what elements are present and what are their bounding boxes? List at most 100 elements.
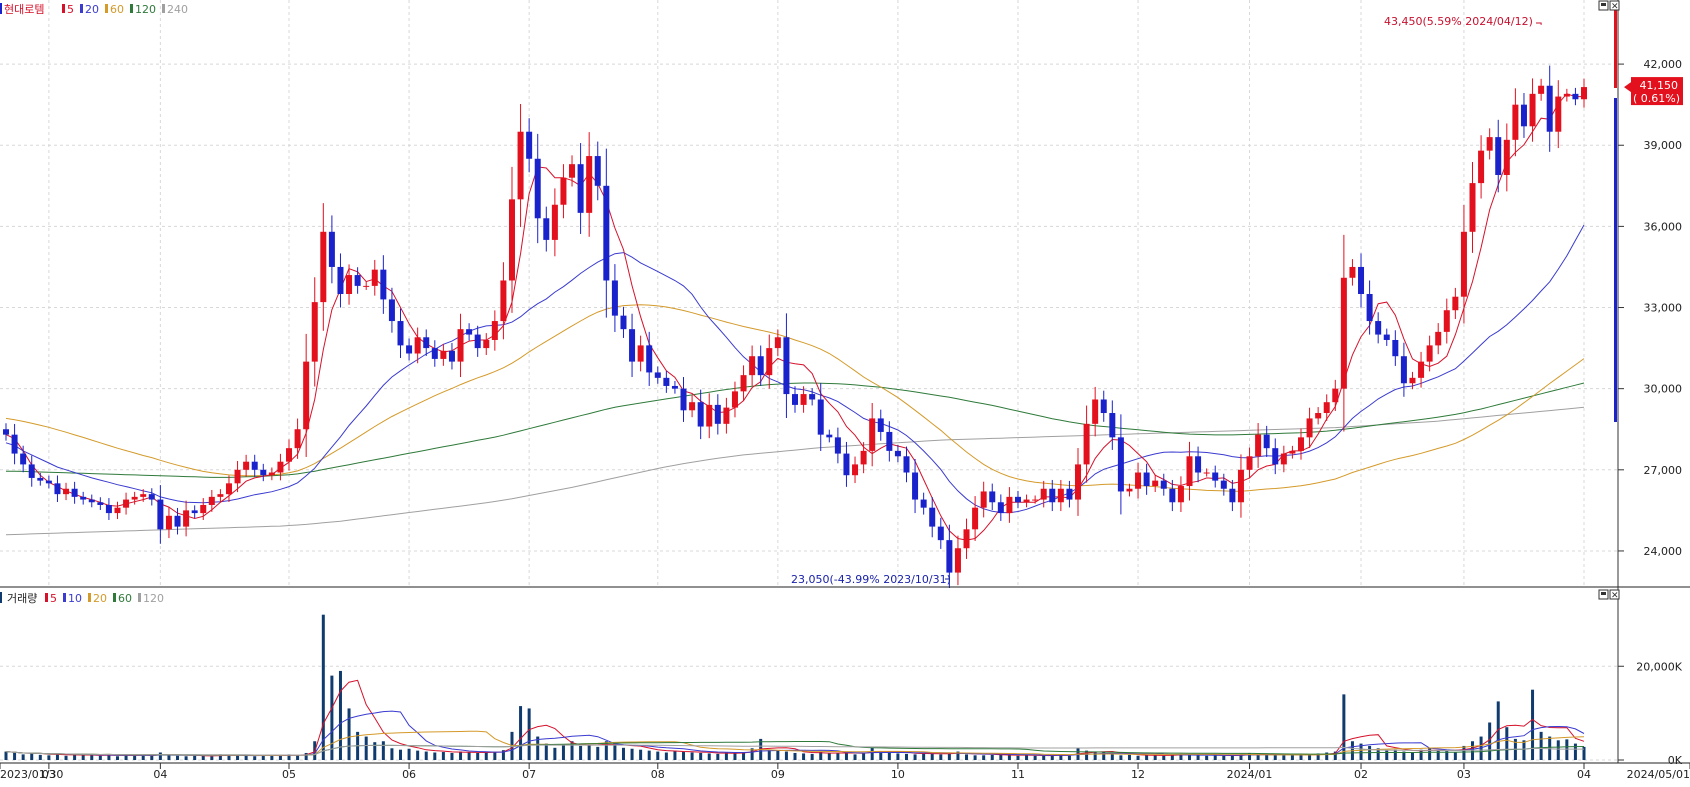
candle-body	[740, 375, 747, 392]
candle-body	[526, 131, 533, 159]
volume-bar	[330, 675, 334, 760]
date-tick-label: 12	[1131, 768, 1145, 781]
volume-bar	[699, 752, 703, 760]
candle-body	[1280, 453, 1287, 465]
volume-bar	[296, 755, 300, 760]
candle-body	[517, 131, 524, 200]
candle-body	[346, 275, 353, 294]
candle-body	[611, 280, 618, 316]
date-tick-label: 09	[771, 768, 785, 781]
candle-body	[1040, 488, 1047, 500]
candle-body	[37, 477, 44, 481]
volume-bar	[1556, 740, 1560, 760]
volume-bar	[1050, 755, 1054, 760]
date-tick-label: 2023/01/30	[0, 768, 63, 781]
volume-bar	[1102, 752, 1106, 760]
volume-bar	[1410, 752, 1414, 760]
volume-bar	[1248, 752, 1252, 760]
volume-bar	[1565, 739, 1569, 760]
candle-body	[1263, 434, 1270, 449]
volume-bar	[381, 741, 385, 760]
current-price-value: 41,150	[1640, 79, 1679, 92]
close-icon[interactable]	[1609, 0, 1620, 11]
candle-body	[920, 499, 927, 508]
volume-bar	[390, 748, 394, 760]
volume-bar	[1016, 755, 1020, 760]
legend-swatch	[162, 4, 165, 13]
candle-body	[1169, 488, 1176, 503]
volume-bar	[604, 741, 608, 760]
candle-body	[1109, 413, 1116, 438]
candle-body	[1220, 480, 1227, 489]
candle-body	[508, 199, 515, 281]
volume-bar	[544, 743, 548, 760]
volume-bar	[956, 751, 960, 760]
volume-tick-label: 20,000K	[1636, 660, 1682, 673]
candle-body	[749, 356, 756, 376]
close-icon[interactable]	[1609, 589, 1620, 600]
candle-body	[448, 350, 455, 362]
candle-body	[483, 339, 490, 349]
candle-body	[680, 388, 687, 411]
candle-body	[560, 177, 567, 205]
candle-body	[1546, 85, 1553, 132]
candle-body	[328, 231, 335, 267]
candle-body	[1297, 437, 1304, 451]
volume-bar	[647, 750, 651, 760]
candle-body	[671, 385, 678, 389]
volume-bar	[1145, 755, 1149, 760]
candle-body	[577, 164, 584, 213]
candle-body	[2, 429, 10, 435]
candle-body	[809, 394, 816, 400]
volume-tick-label: 0K	[1668, 754, 1683, 767]
candle-body	[260, 469, 267, 476]
legend-swatch	[105, 4, 108, 13]
volume-bar	[973, 755, 977, 760]
volume-bar	[176, 755, 180, 760]
volume-bar	[210, 756, 214, 760]
candle-body	[766, 348, 773, 376]
legend-label: 5	[50, 592, 57, 605]
candle-body	[1495, 137, 1502, 175]
date-tick-label: 10	[891, 768, 905, 781]
volume-bar	[1170, 754, 1174, 760]
date-tick-label: 11	[1011, 768, 1025, 781]
volume-bar	[47, 755, 51, 760]
price-tick-label: 42,000	[1644, 58, 1683, 71]
date-tick-label: 03	[1457, 768, 1471, 781]
candle-body	[852, 464, 859, 476]
volume-bar	[570, 741, 574, 760]
volume-bar	[553, 747, 557, 760]
candle-body	[929, 507, 936, 527]
candle-body	[1032, 499, 1039, 501]
candle-body	[20, 453, 27, 465]
candle-body	[1049, 488, 1056, 503]
date-tick-label: 04	[1577, 768, 1591, 781]
candle-body	[1229, 488, 1236, 503]
volume-bar	[1573, 743, 1577, 760]
volume-bar	[270, 754, 274, 760]
volume-bar	[1393, 749, 1397, 760]
volume-bar	[304, 752, 308, 760]
candle-body	[1195, 456, 1202, 473]
date-tick-label: 06	[402, 768, 416, 781]
volume-bar	[21, 754, 25, 760]
volume-bar	[1359, 743, 1363, 760]
volume-bar	[673, 750, 677, 760]
volume-bar	[1239, 754, 1243, 760]
volume-bar	[1333, 751, 1337, 760]
ma5-line	[5, 93, 1584, 541]
candle-body	[1023, 499, 1030, 503]
candle-body	[1392, 339, 1399, 357]
volume-bar	[1042, 755, 1046, 760]
price-panel: 24,000 27,000 30,000 33,000 36,000 39,000 42,0…	[0, 0, 1690, 589]
volume-bar	[115, 756, 119, 760]
volume-bar	[965, 754, 969, 760]
volume-bar	[1342, 694, 1346, 760]
price-panel-buttons: ✕	[1598, 0, 1620, 12]
volume-bar	[1308, 754, 1312, 760]
svg-text:✕: ✕	[1611, 2, 1619, 12]
candle-body	[817, 399, 824, 435]
ma5-series	[5, 93, 1584, 541]
